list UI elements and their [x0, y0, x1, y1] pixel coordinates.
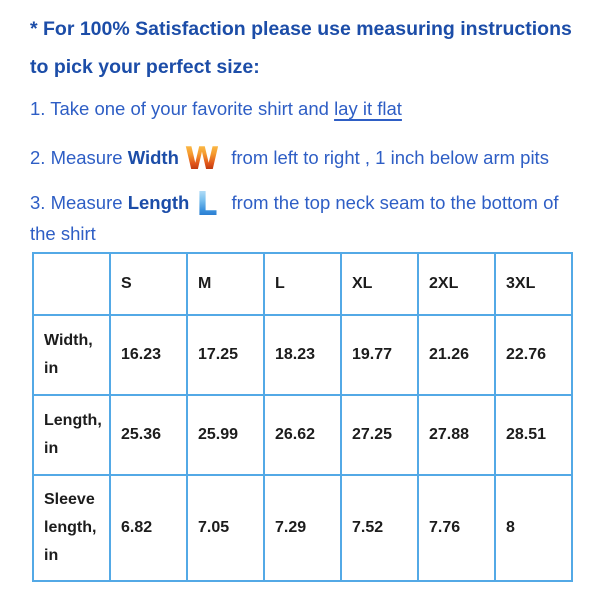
- column-header-3xl: 3XL: [494, 252, 573, 316]
- width-keyword: Width: [127, 147, 179, 168]
- width-value-3xl: 22.76: [494, 314, 573, 396]
- sleeve-value-s: 6.82: [109, 474, 188, 582]
- length-value-l: 26.62: [263, 394, 342, 476]
- lay-it-flat-underlined-text: lay it flat: [334, 98, 402, 119]
- satisfaction-heading: * For 100% Satisfaction please use measu…: [30, 10, 574, 86]
- length-value-2xl: 27.88: [417, 394, 496, 476]
- column-header-s: S: [109, 252, 188, 316]
- step-1-text: 1. Take one of your favorite shirt and: [30, 98, 335, 119]
- column-header-m: M: [186, 252, 265, 316]
- column-header-2xl: 2XL: [417, 252, 496, 316]
- instruction-step-3: 3. Measure Length L from the top neck sea…: [30, 184, 575, 249]
- instruction-step-1: 1. Take one of your favorite shirt and l…: [30, 95, 575, 123]
- sleeve-length-row: Sleeve length, in 6.82 7.05 7.29 7.52 7.…: [32, 474, 573, 582]
- length-keyword: Length: [127, 192, 190, 213]
- length-letter-icon: L: [196, 184, 218, 223]
- length-row: Length, in 25.36 25.99 26.62 27.25 27.88…: [32, 394, 573, 476]
- sleeve-value-m: 7.05: [186, 474, 265, 582]
- length-value-xl: 27.25: [340, 394, 419, 476]
- sleeve-value-3xl: 8: [494, 474, 573, 582]
- width-letter-icon: W: [184, 141, 220, 177]
- width-row: Width, in 16.23 17.25 18.23 19.77 21.26 …: [32, 314, 573, 396]
- heading-line-2: to pick your perfect size:: [30, 56, 260, 78]
- width-value-s: 16.23: [109, 314, 188, 396]
- width-value-l: 18.23: [263, 314, 342, 396]
- step-2-prefix: 2. Measure: [30, 147, 128, 168]
- step-3-suffix: from the top neck seam to the bottom of …: [30, 192, 559, 244]
- corner-cell: [32, 252, 111, 316]
- size-guide-content: * For 100% Satisfaction please use measu…: [30, 10, 575, 582]
- size-chart-table: S M L XL 2XL 3XL Width, in 16.23 17.25 1…: [32, 252, 573, 582]
- column-header-xl: XL: [340, 252, 419, 316]
- width-value-2xl: 21.26: [417, 314, 496, 396]
- row-label-sleeve-length: Sleeve length, in: [32, 474, 111, 582]
- row-label-width: Width, in: [32, 314, 111, 396]
- width-value-m: 17.25: [186, 314, 265, 396]
- sleeve-value-xl: 7.52: [340, 474, 419, 582]
- instruction-step-2: 2. Measure Width W from left to right , 1…: [30, 141, 575, 177]
- column-header-l: L: [263, 252, 342, 316]
- sleeve-value-2xl: 7.76: [417, 474, 496, 582]
- step-2-suffix: from left to right , 1 inch below arm pi…: [226, 147, 549, 168]
- heading-line-1: * For 100% Satisfaction please use measu…: [30, 18, 572, 40]
- row-label-length: Length, in: [32, 394, 111, 476]
- length-value-s: 25.36: [109, 394, 188, 476]
- width-value-xl: 19.77: [340, 314, 419, 396]
- length-value-m: 25.99: [186, 394, 265, 476]
- length-value-3xl: 28.51: [494, 394, 573, 476]
- sleeve-value-l: 7.29: [263, 474, 342, 582]
- size-chart-header-row: S M L XL 2XL 3XL: [32, 252, 573, 316]
- step-3-prefix: 3. Measure: [30, 192, 128, 213]
